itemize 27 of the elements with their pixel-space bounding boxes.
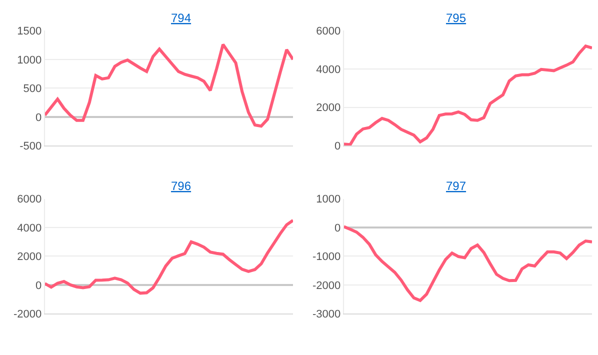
y-tick-label: -2000 (14, 308, 42, 321)
y-tick-label: 2000 (316, 102, 341, 114)
line-series (344, 225, 592, 302)
y-tick-label: 0 (334, 140, 341, 152)
y-tick-label: 6000 (316, 26, 341, 38)
line-series (44, 43, 294, 128)
y-tick-label: 1000 (17, 54, 42, 66)
y-tick-label: -500 (20, 140, 42, 152)
y-tick-label: -1000 (312, 251, 341, 264)
y-tick-label: 500 (23, 83, 42, 96)
chart-title: 795 (446, 11, 466, 25)
y-tick-label: 4000 (17, 222, 42, 234)
line-series (44, 218, 294, 295)
chart-title: 794 (171, 11, 192, 25)
y-tick-label: 0 (334, 222, 341, 234)
y-tick-label: 1500 (17, 26, 42, 38)
y-tick-label: -3000 (312, 308, 341, 321)
y-tick-label: -2000 (312, 280, 341, 292)
chart-title: 797 (446, 179, 466, 193)
line-series (344, 44, 592, 146)
y-tick-label: 0 (36, 280, 42, 292)
y-tick-label: 6000 (17, 194, 42, 206)
chart-title: 796 (171, 179, 192, 193)
y-tick-label: 1000 (316, 194, 341, 206)
y-tick-label: 2000 (17, 251, 42, 264)
y-tick-label: 4000 (316, 64, 341, 76)
y-tick-label: 0 (36, 112, 42, 124)
